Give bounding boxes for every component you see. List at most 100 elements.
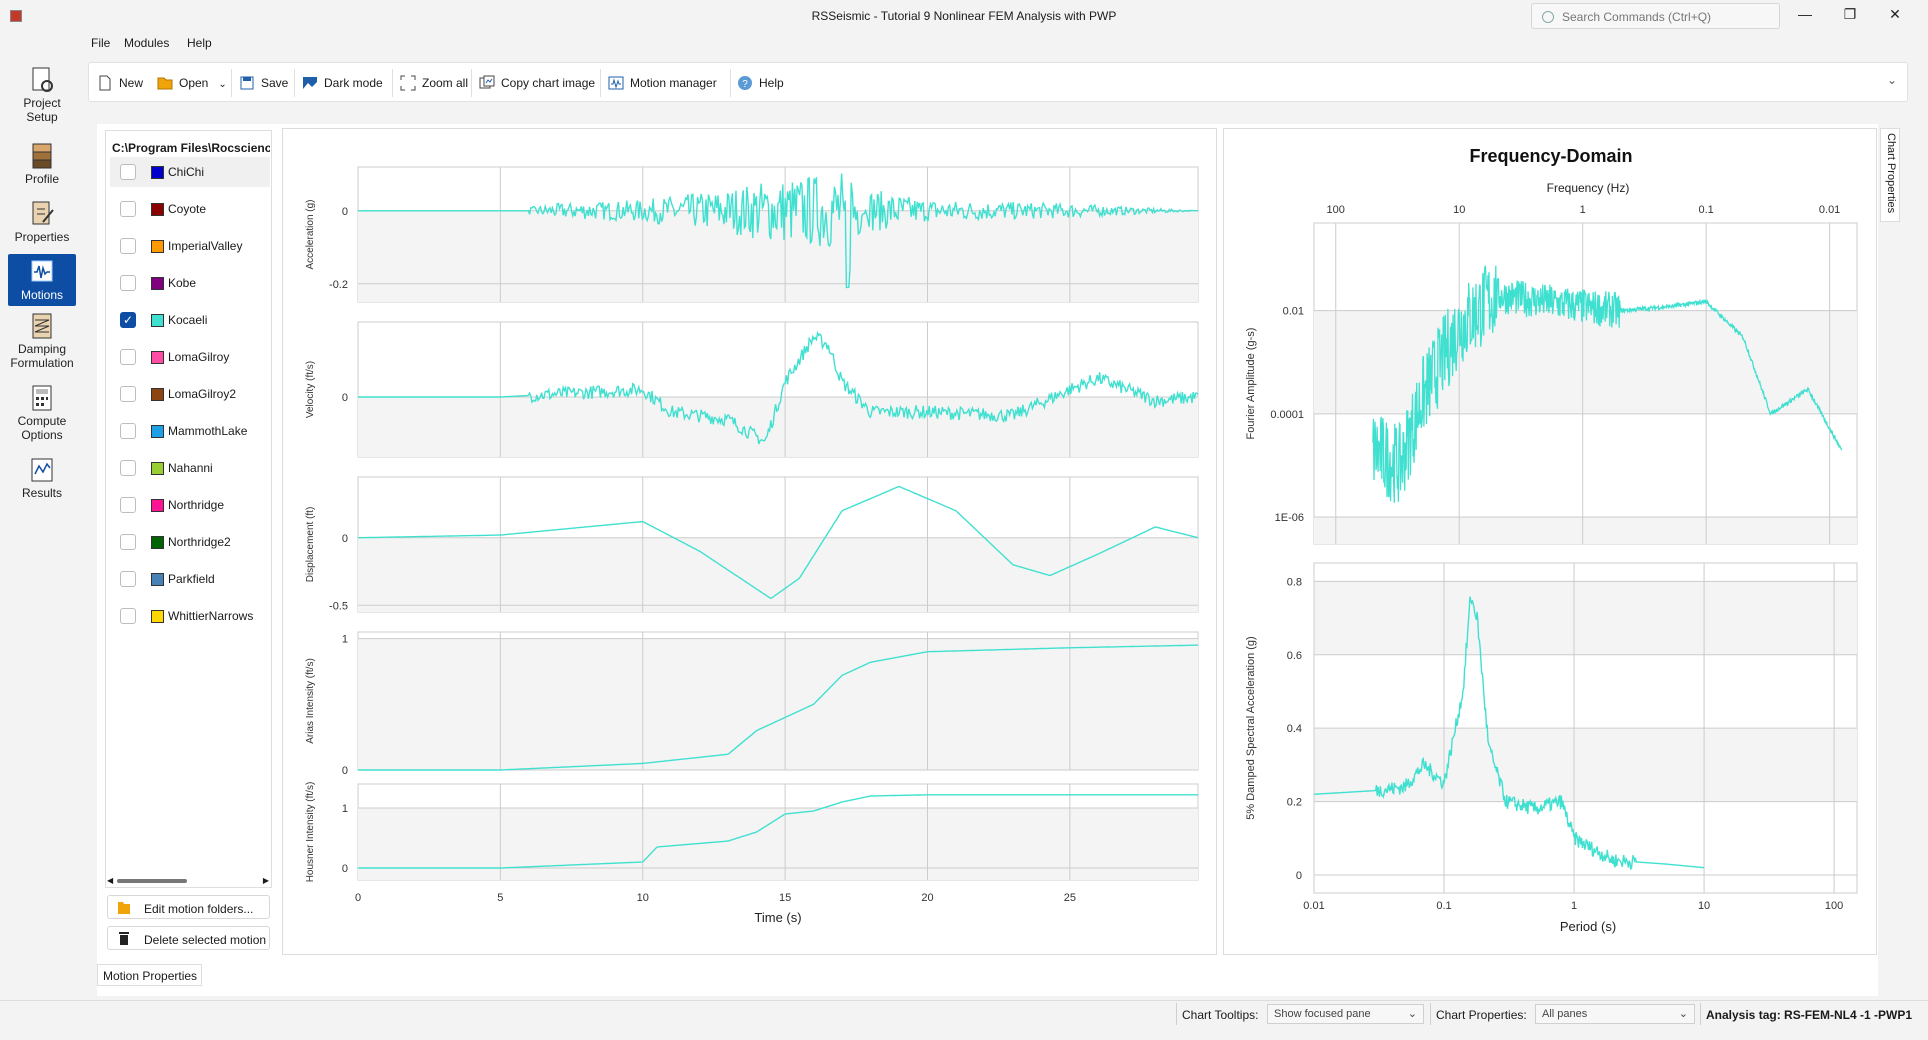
scroll-left-icon[interactable]: ◀ (107, 876, 114, 885)
motion-color-swatch (151, 425, 164, 438)
chevron-down-icon[interactable]: ⌄ (218, 79, 227, 90)
motion-checkbox[interactable] (120, 164, 136, 180)
toolbar-collapse-icon[interactable]: ⌄ (1886, 73, 1897, 87)
plot-band (1314, 310, 1857, 414)
list-item[interactable]: Northridge (110, 490, 270, 520)
motion-checkbox[interactable] (120, 423, 136, 439)
search-commands-input[interactable]: Search Commands (Ctrl+Q) (1531, 3, 1780, 29)
time-domain-charts[interactable]: 0 -0.2 Acceleration (g) 0 Velocity (ft/s) 0 -0… (283, 129, 1218, 956)
menu-file[interactable]: File (91, 36, 111, 50)
motion-checkbox[interactable] (120, 534, 136, 550)
motion-checkbox[interactable]: ✓ (120, 312, 136, 328)
zoom-all-icon (400, 75, 416, 91)
close-button[interactable]: ✕ (1889, 6, 1901, 22)
series-line (358, 330, 1199, 445)
scroll-right-icon[interactable]: ▶ (262, 876, 269, 885)
y-tick-label: 0.4 (1287, 723, 1302, 735)
save-icon (240, 76, 254, 90)
plot-band (358, 210, 1198, 302)
chart-properties-select[interactable]: All panes ⌄ (1535, 1004, 1695, 1024)
edit-motion-folders-button[interactable]: Edit motion folders... (107, 895, 270, 919)
motion-name: Northridge2 (168, 535, 231, 549)
sidebar-item-compute-options[interactable]: Compute Options (8, 384, 76, 446)
list-item[interactable]: Nahanni (110, 453, 270, 483)
y-tick-label: -0.5 (329, 600, 348, 612)
new-button[interactable]: New (97, 75, 143, 93)
y-axis-label: 5% Damped Spectral Acceleration (g) (1245, 636, 1257, 819)
motion-checkbox[interactable] (120, 386, 136, 402)
open-label: Open (179, 76, 209, 90)
y-tick-label: 0.01 (1283, 306, 1304, 318)
help-button[interactable]: ? Help (737, 75, 784, 93)
motion-checkbox[interactable] (120, 238, 136, 254)
list-item[interactable]: LomaGilroy2 (110, 379, 270, 409)
motion-name: WhittierNarrows (168, 609, 254, 623)
y-axis-label: Acceleration (g) (305, 199, 316, 269)
y-tick-label: 1E-06 (1275, 512, 1304, 524)
list-item[interactable]: LomaGilroy (110, 342, 270, 372)
dark-mode-button[interactable]: Dark mode (302, 75, 383, 93)
motion-checkbox[interactable] (120, 571, 136, 587)
list-item[interactable]: Northridge2 (110, 527, 270, 557)
sidebar-item-damping[interactable]: Damping Formulation (8, 312, 76, 374)
motion-list-panel: C:\Program Files\Rocscience ChiChi Coyote… (105, 130, 272, 888)
scrollbar-thumb[interactable] (117, 879, 187, 883)
chart-tooltips-select[interactable]: Show focused pane ⌄ (1267, 1004, 1424, 1024)
horizontal-scrollbar[interactable]: ◀ ▶ (107, 876, 271, 886)
sidebar-label: Project Setup (23, 96, 61, 124)
chart-title: Frequency-Domain (1469, 146, 1632, 166)
list-item[interactable]: ChiChi (110, 157, 270, 187)
sidebar-item-motions[interactable]: Motions (8, 254, 76, 306)
y-tick-label: 0 (342, 863, 348, 875)
list-item[interactable]: Kobe (110, 268, 270, 298)
motion-name: LomaGilroy2 (168, 387, 237, 401)
time-domain-panel: 0 -0.2 Acceleration (g) 0 Velocity (ft/s) 0 -0… (282, 128, 1217, 955)
x-tick-label: 1 (1580, 204, 1586, 216)
save-label: Save (261, 76, 289, 90)
minimize-button[interactable]: — (1798, 6, 1812, 22)
list-item[interactable]: ✓ Kocaeli (110, 305, 270, 335)
motion-checkbox[interactable] (120, 349, 136, 365)
chart-properties-label: Chart Properties: (1436, 1008, 1527, 1022)
x-axis-label: Time (s) (754, 910, 801, 925)
sidebar-item-properties[interactable]: Properties (8, 200, 76, 248)
properties-icon (32, 201, 54, 225)
y-axis-label: Arias Intensity (ft/s) (305, 658, 316, 744)
motion-name: ImperialValley (168, 239, 243, 253)
motion-checkbox[interactable] (120, 460, 136, 476)
list-item[interactable]: MammothLake (110, 416, 270, 446)
motion-checkbox[interactable] (120, 497, 136, 513)
motion-checkbox[interactable] (120, 201, 136, 217)
sidebar-item-profile[interactable]: Profile (8, 142, 76, 190)
sidebar-item-project-setup[interactable]: Project Setup (8, 66, 76, 128)
y-tick-label: 0.8 (1287, 576, 1302, 588)
list-item[interactable]: Parkfield (110, 564, 270, 594)
save-button[interactable]: Save (239, 75, 288, 93)
chart-properties-side-tab[interactable]: Chart Properties (1880, 128, 1900, 222)
motion-manager-button[interactable]: Motion manager (608, 75, 717, 93)
list-item[interactable]: WhittierNarrows (110, 601, 270, 631)
plot-band (358, 397, 1198, 457)
series-line (357, 485, 1199, 600)
zoom-all-button[interactable]: Zoom all (400, 75, 468, 93)
motion-checkbox[interactable] (120, 275, 136, 291)
open-button[interactable]: Open ⌄ (157, 75, 227, 93)
open-folder-icon (157, 77, 173, 90)
menu-modules[interactable]: Modules (124, 36, 170, 50)
menu-help[interactable]: Help (187, 36, 212, 50)
title-bar: RSSeismic - Tutorial 9 Nonlinear FEM Ana… (0, 0, 1928, 32)
dark-mode-icon (303, 77, 317, 89)
sidebar-item-results[interactable]: Results (8, 456, 76, 506)
motion-checkbox[interactable] (120, 608, 136, 624)
list-item[interactable]: ImperialValley (110, 231, 270, 261)
svg-text:?: ? (742, 79, 748, 90)
motion-properties-tab[interactable]: Motion Properties (97, 964, 202, 986)
x-tick-label: 0.1 (1436, 900, 1451, 912)
delete-selected-motion-button[interactable]: Delete selected motion (107, 926, 270, 950)
status-separator (1700, 1003, 1701, 1025)
list-item[interactable]: Coyote (110, 194, 270, 224)
copy-chart-image-button[interactable]: Copy chart image (479, 75, 595, 93)
maximize-button[interactable]: ❐ (1843, 6, 1857, 22)
dark-mode-label: Dark mode (324, 76, 383, 90)
